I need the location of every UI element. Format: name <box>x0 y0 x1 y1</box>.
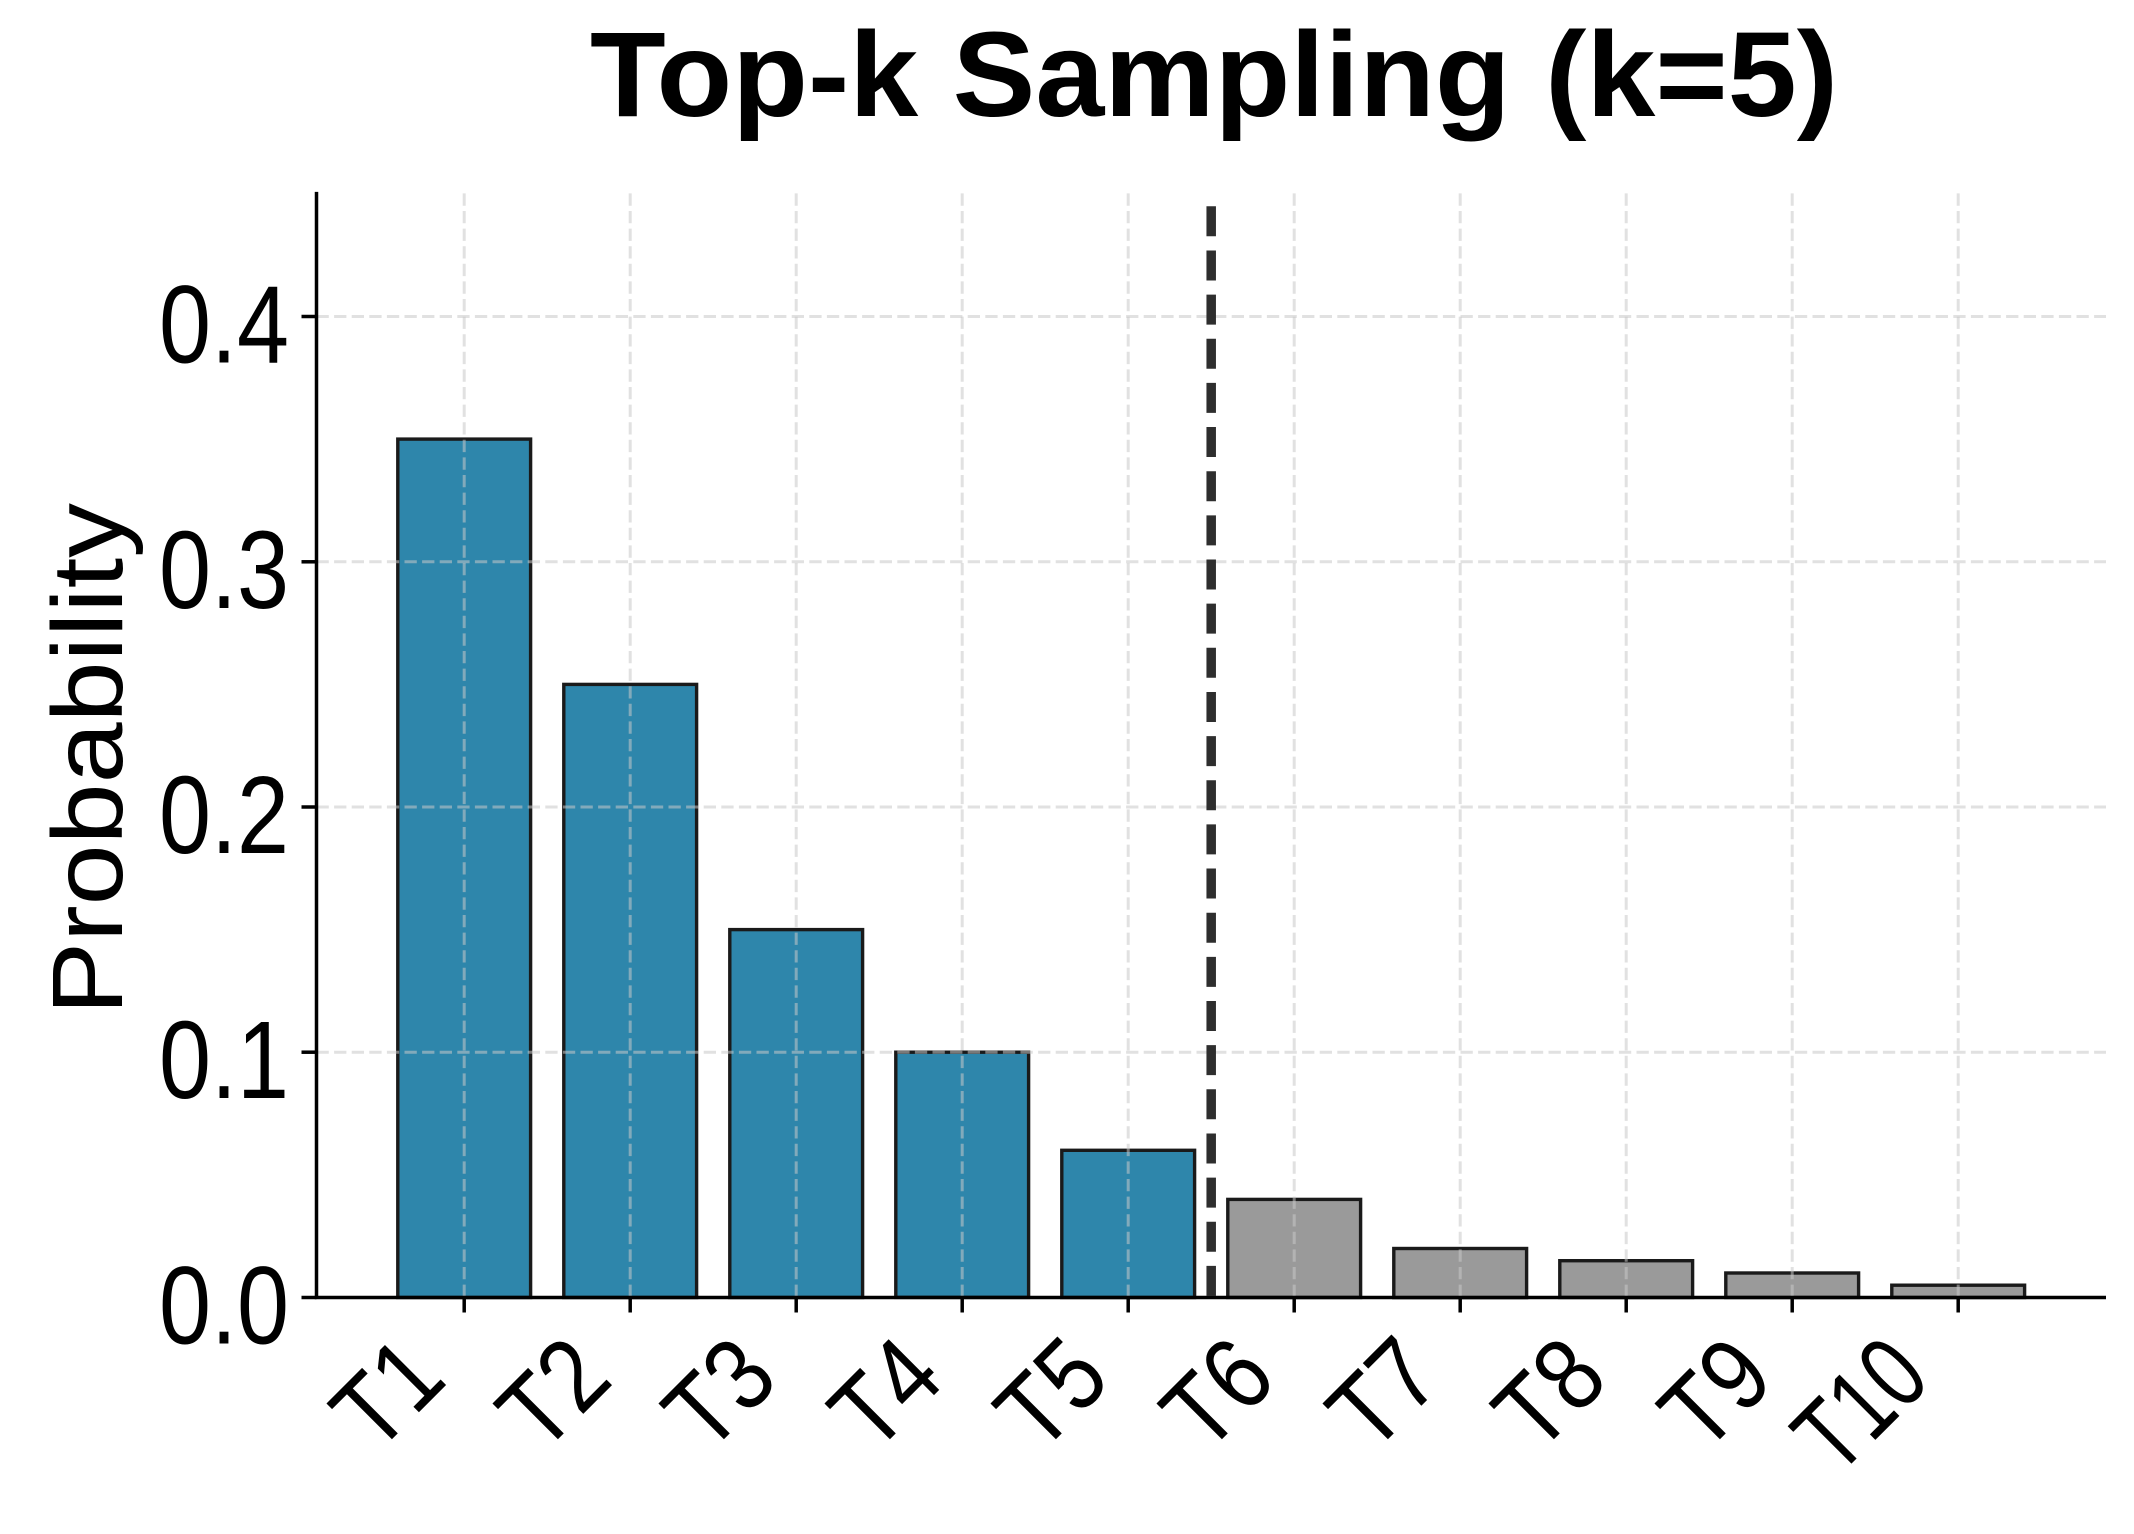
svg-text:0.4: 0.4 <box>159 264 289 387</box>
svg-text:0.2: 0.2 <box>159 754 289 877</box>
svg-text:0.1: 0.1 <box>159 999 289 1122</box>
svg-text:Probability: Probability <box>32 503 144 1015</box>
svg-text:0.3: 0.3 <box>159 509 289 632</box>
svg-text:0.0: 0.0 <box>159 1245 289 1368</box>
svg-text:Top-k Sampling (k=5): Top-k Sampling (k=5) <box>590 6 1838 142</box>
